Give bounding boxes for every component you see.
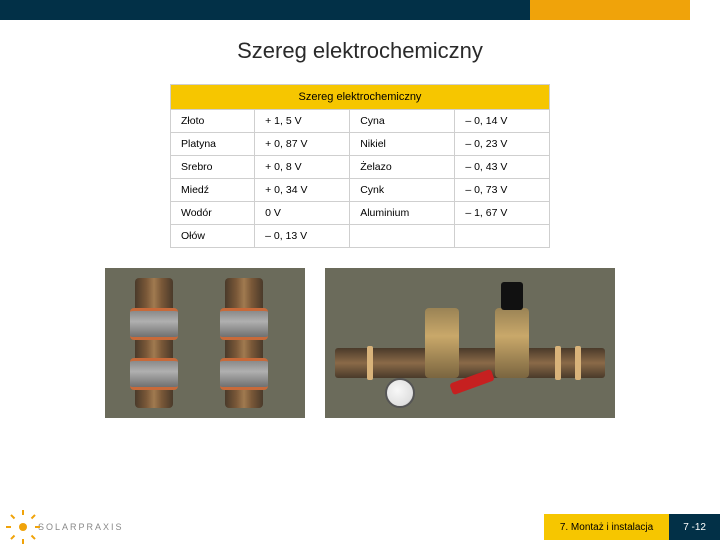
table-row: Złoto + 1, 5 V Cyna – 0, 14 V [171, 110, 550, 133]
metal-cell: Cyna [350, 110, 455, 133]
table-header: Szereg elektrochemiczny [171, 85, 550, 110]
value-cell: + 0, 34 V [255, 179, 350, 202]
chapter-label: 7. Montaż i instalacja [544, 514, 669, 540]
metal-cell: Nikiel [350, 133, 455, 156]
logo-area: SOLARPRAXIS [14, 518, 124, 536]
metal-cell: Aluminium [350, 202, 455, 225]
ring-shape [575, 346, 581, 380]
footer-bar: SOLARPRAXIS 7. Montaż i instalacja 7 -12 [0, 514, 720, 540]
pipe-photo-right [325, 268, 615, 418]
metal-cell: Ołów [171, 225, 255, 248]
title-area: Szereg elektrochemiczny [0, 38, 720, 64]
value-cell: – 0, 13 V [255, 225, 350, 248]
coupling-shape [220, 308, 268, 340]
value-cell: – 1, 67 V [455, 202, 550, 225]
empty-cell [350, 225, 455, 248]
value-cell: + 0, 87 V [255, 133, 350, 156]
logo-text: SOLARPRAXIS [38, 522, 124, 532]
actuator-shape [501, 282, 523, 310]
electrochemical-series-table: Szereg elektrochemiczny Złoto + 1, 5 V C… [170, 84, 550, 248]
coupling-shape [130, 308, 178, 340]
empty-cell [455, 225, 550, 248]
metal-cell: Platyna [171, 133, 255, 156]
metal-cell: Miedź [171, 179, 255, 202]
brass-tee-shape [425, 308, 459, 378]
gauge-shape [385, 378, 415, 408]
metal-cell: Wodór [171, 202, 255, 225]
table-row: Miedź + 0, 34 V Cynk – 0, 73 V [171, 179, 550, 202]
pipe-shape [335, 348, 605, 378]
coupling-shape [220, 358, 268, 390]
value-cell: – 0, 14 V [455, 110, 550, 133]
value-cell: – 0, 73 V [455, 179, 550, 202]
ring-shape [367, 346, 373, 380]
sun-icon [14, 518, 32, 536]
header-white-segment [690, 0, 720, 20]
ring-shape [555, 346, 561, 380]
page-title: Szereg elektrochemiczny [0, 38, 720, 64]
value-cell: + 0, 8 V [255, 156, 350, 179]
images-row [0, 268, 720, 418]
table-container: Szereg elektrochemiczny Złoto + 1, 5 V C… [0, 84, 720, 248]
pipe-photo-left [105, 268, 305, 418]
header-gold-segment [530, 0, 690, 20]
value-cell: – 0, 43 V [455, 156, 550, 179]
metal-cell: Cynk [350, 179, 455, 202]
table-row: Platyna + 0, 87 V Nikiel – 0, 23 V [171, 133, 550, 156]
value-cell: – 0, 23 V [455, 133, 550, 156]
metal-cell: Złoto [171, 110, 255, 133]
coupling-shape [130, 358, 178, 390]
value-cell: 0 V [255, 202, 350, 225]
footer-right: 7. Montaż i instalacja 7 -12 [544, 514, 720, 540]
table-row: Wodór 0 V Aluminium – 1, 67 V [171, 202, 550, 225]
metal-cell: Srebro [171, 156, 255, 179]
header-color-bar [0, 0, 720, 20]
header-dark-segment [0, 0, 530, 20]
table-row: Ołów – 0, 13 V [171, 225, 550, 248]
brass-tee-shape [495, 308, 529, 378]
value-cell: + 1, 5 V [255, 110, 350, 133]
table-row: Srebro + 0, 8 V Żelazo – 0, 43 V [171, 156, 550, 179]
metal-cell: Żelazo [350, 156, 455, 179]
page-number: 7 -12 [669, 514, 720, 540]
